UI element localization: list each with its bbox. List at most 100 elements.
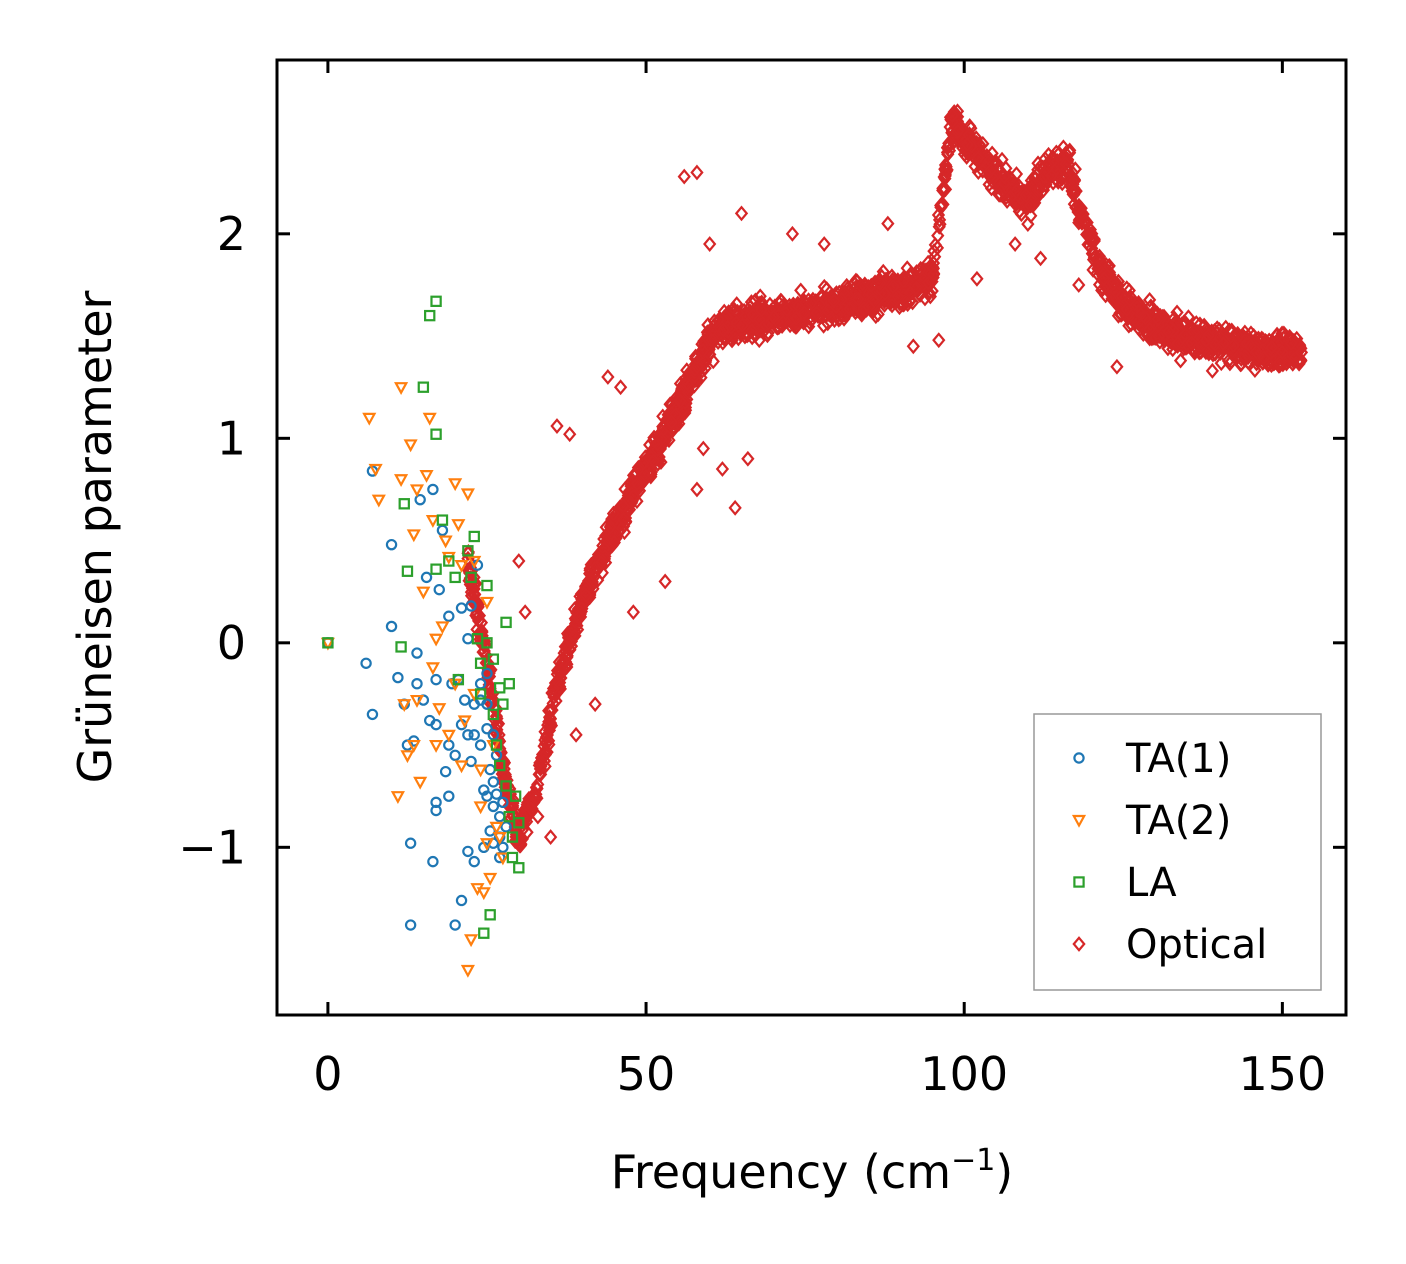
data-point	[462, 845, 474, 858]
data-point	[490, 739, 503, 751]
data-point	[430, 428, 442, 440]
optical-point	[690, 358, 704, 375]
data-point	[390, 791, 405, 804]
data-point	[424, 309, 436, 322]
legend-marker-ta-1	[1073, 752, 1085, 764]
optical-point	[864, 277, 878, 294]
data-point	[509, 790, 522, 802]
data-point	[366, 708, 379, 721]
legend-marker-la	[1073, 876, 1085, 888]
optical-point	[1294, 344, 1309, 361]
optical-point	[705, 332, 719, 349]
optical-point	[712, 311, 726, 328]
optical-point	[607, 534, 621, 551]
optical-point	[1181, 309, 1196, 326]
data-point	[449, 571, 461, 584]
data-point	[438, 535, 453, 549]
optical-point	[986, 155, 1000, 172]
optical-point	[1180, 336, 1194, 353]
optical-point	[601, 369, 615, 385]
optical-point	[550, 418, 564, 434]
optical-point	[843, 301, 857, 317]
optical-point	[849, 284, 863, 301]
data-point	[465, 600, 477, 612]
optical-point	[647, 452, 661, 469]
axis-ticks	[277, 60, 1346, 1015]
optical-point	[873, 275, 887, 292]
optical-point	[976, 135, 990, 152]
data-point	[460, 488, 475, 502]
legend-label-optical: Optical	[1126, 922, 1267, 968]
optical-point	[1152, 328, 1166, 345]
optical-point	[533, 754, 547, 771]
optical-point	[603, 519, 617, 535]
optical-point	[664, 414, 679, 430]
optical-point	[1138, 310, 1153, 327]
optical-point	[745, 322, 759, 339]
data-point	[422, 412, 437, 426]
optical-point	[1273, 354, 1287, 371]
data-point	[397, 699, 412, 712]
data-point	[487, 800, 500, 813]
optical-point	[921, 274, 935, 291]
optical-point	[830, 306, 845, 323]
data-point	[503, 678, 515, 690]
y-tick-label: −1	[178, 820, 246, 874]
data-point	[481, 667, 493, 680]
optical-point	[901, 296, 915, 313]
optical-point	[630, 475, 644, 492]
optical-point	[560, 625, 575, 642]
data-point	[468, 729, 480, 741]
data-point	[429, 633, 444, 647]
data-point	[414, 493, 426, 506]
optical-point	[789, 310, 803, 327]
series-ta-2-	[320, 382, 510, 978]
data-point	[460, 964, 475, 978]
x-axis-label-superscript: −1	[951, 1143, 995, 1178]
optical-point	[755, 294, 769, 311]
optical-point	[616, 511, 631, 528]
optical-point	[1194, 337, 1209, 354]
optical-point	[971, 150, 985, 167]
optical-point	[932, 218, 946, 235]
optical-point	[677, 168, 691, 185]
optical-point	[1097, 270, 1111, 287]
optical-point	[938, 157, 953, 173]
data-point	[468, 855, 480, 868]
optical-point	[1033, 159, 1047, 175]
optical-point	[1072, 197, 1086, 214]
data-point	[439, 765, 452, 778]
optical-point	[752, 311, 767, 328]
legend-label-ta-1: TA(1)	[1125, 736, 1231, 782]
optical-point	[655, 423, 669, 440]
legend-entries: TA(1) TA(2) LA Optical	[1071, 736, 1267, 968]
optical-point	[564, 621, 579, 638]
optical-point	[735, 317, 749, 334]
optical-point	[626, 488, 641, 505]
data-point	[395, 641, 407, 653]
data-point	[474, 739, 487, 751]
data-point	[497, 698, 509, 710]
data-point	[449, 919, 461, 931]
data-point	[411, 647, 423, 659]
optical-point	[718, 331, 732, 348]
data-point	[409, 484, 425, 498]
optical-point	[754, 302, 769, 319]
optical-point	[578, 578, 593, 595]
optical-point	[594, 554, 608, 571]
optical-point	[653, 440, 668, 457]
optical-point	[568, 627, 582, 644]
optical-point	[715, 461, 730, 477]
data-point	[465, 571, 477, 584]
data-point	[495, 852, 510, 866]
plot-frame	[275, 58, 1348, 1017]
data-point	[494, 759, 506, 772]
optical-point	[827, 293, 841, 309]
data-point	[490, 788, 503, 800]
data-point	[441, 551, 456, 565]
optical-point	[1065, 164, 1080, 181]
data-point	[459, 694, 471, 706]
optical-point	[745, 329, 759, 346]
legend-marker-ta-2	[1071, 814, 1087, 828]
